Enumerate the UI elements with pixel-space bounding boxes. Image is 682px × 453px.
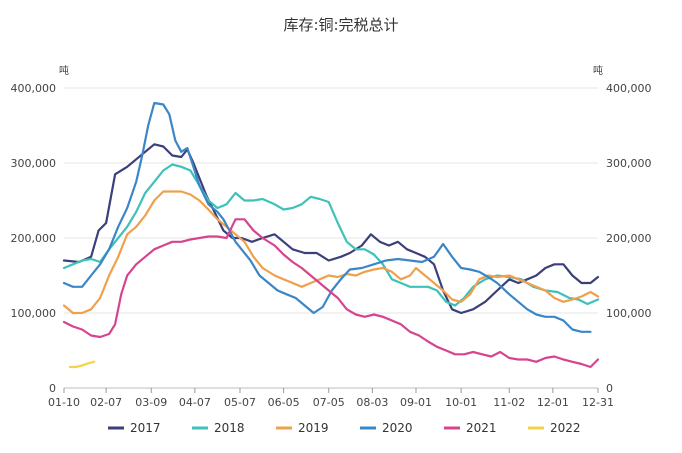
x-tick-label: 08-03 <box>356 396 388 409</box>
y-tick-label-right: 100,000 <box>606 307 652 320</box>
x-tick-label: 03-09 <box>135 396 167 409</box>
legend-label: 2021 <box>466 421 497 435</box>
y-tick-label-right: 300,000 <box>606 157 652 170</box>
x-tick-label: 01-10 <box>48 396 80 409</box>
legend: 2017 2018 2019 2020 2021 2022 <box>108 421 581 435</box>
legend-label: 2022 <box>550 421 581 435</box>
x-tick-label: 02-07 <box>90 396 122 409</box>
x-tick-label: 12-01 <box>537 396 569 409</box>
legend-label: 2018 <box>214 421 245 435</box>
axes: 0 0 100,000 100,000 200,000 200,000 300,000 300… <box>11 82 652 409</box>
y-tick-label-right: 200,000 <box>606 232 652 245</box>
x-tick-label: 05-07 <box>224 396 256 409</box>
legend-item-2018[interactable]: 2018 <box>192 421 245 435</box>
legend-label: 2019 <box>298 421 329 435</box>
series-line-2019 <box>62 190 600 315</box>
series-line-2021 <box>62 218 600 369</box>
series-line-2017 <box>62 143 600 315</box>
y-tick-label-right: 400,000 <box>606 82 652 95</box>
legend-item-2022[interactable]: 2022 <box>528 421 581 435</box>
y-unit-left: 吨 <box>59 64 69 77</box>
grid-lines <box>64 87 598 389</box>
y-tick-label-left: 200,000 <box>11 232 57 245</box>
y-tick-label-left: 300,000 <box>11 157 57 170</box>
legend-item-2020[interactable]: 2020 <box>360 421 413 435</box>
legend-item-2019[interactable]: 2019 <box>276 421 329 435</box>
x-tick-label: 10-01 <box>445 396 477 409</box>
series-line-2022 <box>68 360 96 369</box>
legend-label: 2020 <box>382 421 413 435</box>
x-tick-label: 12-31 <box>582 396 614 409</box>
x-tick-label: 07-05 <box>313 396 345 409</box>
y-unit-right: 吨 <box>593 64 603 77</box>
legend-item-2021[interactable]: 2021 <box>444 421 497 435</box>
series-line-2020 <box>62 101 592 333</box>
y-tick-label-left: 100,000 <box>11 307 57 320</box>
y-tick-label-left: 400,000 <box>11 82 57 95</box>
x-tick-label: 04-07 <box>179 396 211 409</box>
y-tick-label-left: 0 <box>49 382 56 395</box>
x-tick-label: 06-05 <box>268 396 300 409</box>
x-tick-label: 11-02 <box>493 396 525 409</box>
legend-item-2017[interactable]: 2017 <box>108 421 161 435</box>
x-tick-label: 09-01 <box>400 396 432 409</box>
series-lines <box>62 101 600 369</box>
chart-title: 库存:铜:完税总计 <box>283 16 398 34</box>
legend-label: 2017 <box>130 421 161 435</box>
y-tick-label-right: 0 <box>606 382 613 395</box>
series-line-2018 <box>62 163 600 307</box>
